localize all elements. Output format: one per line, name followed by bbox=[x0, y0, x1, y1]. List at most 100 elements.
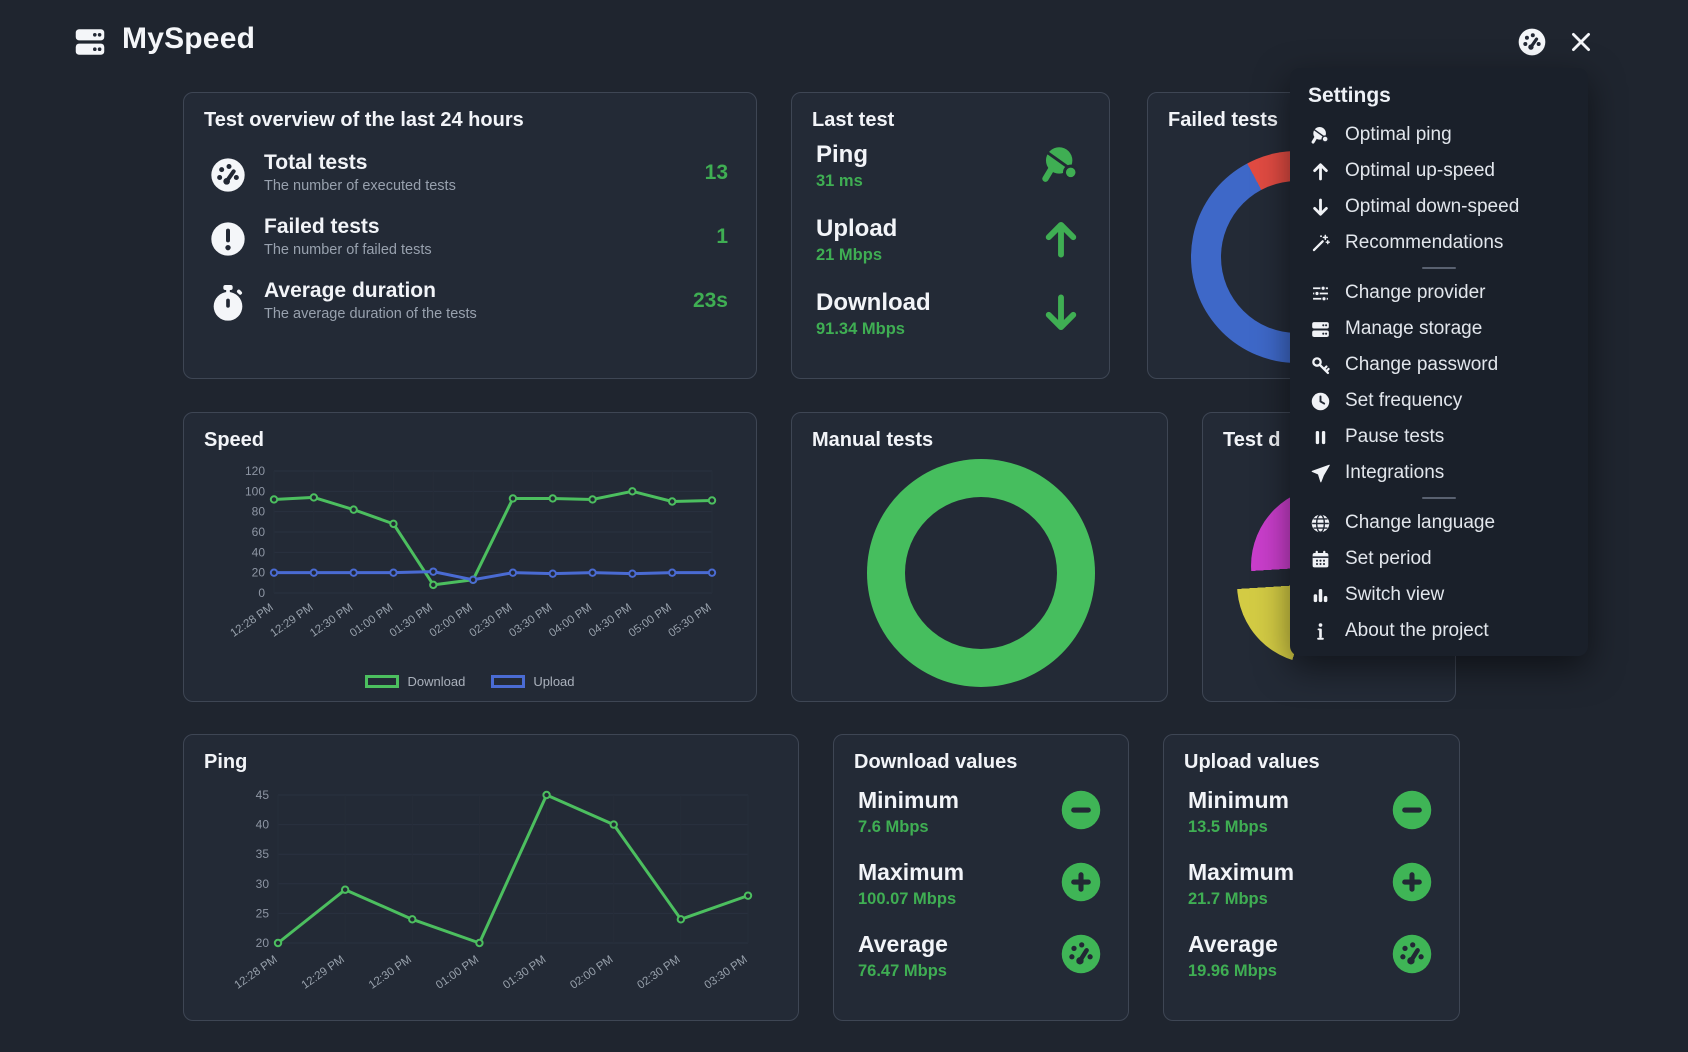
overview-sub: The number of executed tests bbox=[264, 178, 456, 194]
settings-menu: Settings Optimal ping Optimal up-speed Opt… bbox=[1290, 68, 1588, 656]
legend-swatch bbox=[365, 675, 400, 688]
card-title: Failed tests bbox=[1168, 109, 1279, 131]
menu-item-about-the-project[interactable]: About the project bbox=[1308, 613, 1570, 649]
value-text: 7.6 Mbps bbox=[858, 818, 929, 836]
menu-item-change-provider[interactable]: Change provider bbox=[1308, 275, 1570, 311]
svg-text:12:30 PM: 12:30 PM bbox=[367, 954, 414, 992]
svg-text:40: 40 bbox=[252, 545, 266, 559]
menu-item-set-frequency[interactable]: Set frequency bbox=[1308, 383, 1570, 419]
svg-text:02:30 PM: 02:30 PM bbox=[467, 602, 514, 640]
card-ping-chart: Ping 20 25 30 35 40 45 12:28 PM 12:29 PM 12:30 P… bbox=[183, 734, 799, 1021]
value-row: Average 76.47 Mbps bbox=[858, 931, 1104, 995]
legend-item[interactable]: Upload bbox=[491, 674, 575, 689]
menu-item-label: Optimal ping bbox=[1345, 124, 1452, 145]
app-title: MySpeed bbox=[122, 22, 256, 55]
value-row: Minimum 7.6 Mbps bbox=[858, 787, 1104, 851]
svg-text:12:29 PM: 12:29 PM bbox=[268, 602, 315, 640]
value-row: Ping 31 ms bbox=[816, 141, 1085, 205]
card-title: Speed bbox=[204, 429, 265, 451]
menu-item-label: Set period bbox=[1345, 548, 1432, 569]
overview-label: Total tests bbox=[264, 151, 368, 174]
menu-divider bbox=[1422, 497, 1456, 499]
legend-label: Download bbox=[407, 674, 466, 689]
menu-item-recommendations[interactable]: Recommendations bbox=[1308, 225, 1570, 261]
menu-item-optimal-up-speed[interactable]: Optimal up-speed bbox=[1308, 153, 1570, 189]
close-icon[interactable] bbox=[1568, 29, 1594, 55]
table-tennis-icon bbox=[1310, 125, 1331, 146]
plus-circle-icon bbox=[1060, 861, 1102, 903]
value-row: Download 91.34 Mbps bbox=[816, 289, 1085, 353]
svg-text:01:30 PM: 01:30 PM bbox=[501, 954, 548, 992]
minus-circle-icon bbox=[1391, 789, 1433, 831]
value-text: 31 ms bbox=[816, 172, 863, 190]
value-label: Ping bbox=[816, 141, 868, 168]
menu-item-label: Change provider bbox=[1345, 282, 1486, 303]
minus-circle-icon bbox=[1060, 789, 1102, 831]
info-icon bbox=[1310, 621, 1331, 642]
arrow-down-icon bbox=[1039, 291, 1083, 335]
arrow-up-icon bbox=[1310, 161, 1331, 182]
menu-item-change-language[interactable]: Change language bbox=[1308, 505, 1570, 541]
table-tennis-icon bbox=[1039, 143, 1083, 187]
svg-text:04:30 PM: 04:30 PM bbox=[587, 602, 634, 640]
value-label: Download bbox=[816, 289, 931, 316]
legend-label: Upload bbox=[533, 674, 575, 689]
gauge-circle-icon bbox=[1060, 933, 1102, 975]
menu-item-set-period[interactable]: Set period bbox=[1308, 541, 1570, 577]
menu-item-manage-storage[interactable]: Manage storage bbox=[1308, 311, 1570, 347]
svg-text:12:28 PM: 12:28 PM bbox=[229, 602, 276, 640]
svg-text:40: 40 bbox=[256, 818, 270, 832]
menu-item-optimal-down-speed[interactable]: Optimal down-speed bbox=[1308, 189, 1570, 225]
svg-text:12:29 PM: 12:29 PM bbox=[300, 954, 347, 992]
menu-item-label: Set frequency bbox=[1345, 390, 1463, 411]
overview-sub: The number of failed tests bbox=[264, 242, 432, 258]
menu-item-label: Pause tests bbox=[1345, 426, 1445, 447]
menu-item-label: Optimal down-speed bbox=[1345, 196, 1520, 217]
menu-item-optimal-ping[interactable]: Optimal ping bbox=[1308, 117, 1570, 153]
value-text: 100.07 Mbps bbox=[858, 890, 957, 908]
svg-text:03:30 PM: 03:30 PM bbox=[703, 954, 750, 992]
card-title: Test overview of the last 24 hours bbox=[204, 109, 524, 131]
svg-text:01:00 PM: 01:00 PM bbox=[434, 954, 481, 992]
chart-legend: Download Upload bbox=[184, 674, 756, 689]
value-row: Average 19.96 Mbps bbox=[1188, 931, 1435, 995]
value-text: 76.47 Mbps bbox=[858, 962, 947, 980]
server-icon bbox=[72, 24, 108, 60]
card-download-values: Download values Minimum 7.6 Mbps Maximum 10… bbox=[833, 734, 1129, 1021]
card-title: Download values bbox=[854, 751, 1018, 773]
svg-text:12:30 PM: 12:30 PM bbox=[308, 602, 355, 640]
menu-item-pause-tests[interactable]: Pause tests bbox=[1308, 419, 1570, 455]
menu-item-label: Optimal up-speed bbox=[1345, 160, 1495, 181]
svg-text:120: 120 bbox=[245, 464, 265, 478]
value-row: Maximum 21.7 Mbps bbox=[1188, 859, 1435, 923]
exclamation-icon bbox=[208, 219, 248, 259]
svg-text:35: 35 bbox=[256, 847, 270, 861]
plus-circle-icon bbox=[1391, 861, 1433, 903]
gauge-icon[interactable] bbox=[1516, 26, 1548, 58]
value-label: Maximum bbox=[858, 859, 965, 885]
svg-text:02:00 PM: 02:00 PM bbox=[568, 954, 615, 992]
bar-chart-icon bbox=[1310, 585, 1331, 606]
card-test-overview: Test overview of the last 24 hours Total… bbox=[183, 92, 757, 379]
menu-item-change-password[interactable]: Change password bbox=[1308, 347, 1570, 383]
svg-text:30: 30 bbox=[256, 877, 270, 891]
value-text: 91.34 Mbps bbox=[816, 320, 905, 338]
legend-item[interactable]: Download bbox=[365, 674, 465, 689]
gauge-circle-icon bbox=[1391, 933, 1433, 975]
svg-text:04:00 PM: 04:00 PM bbox=[547, 602, 594, 640]
menu-item-label: Integrations bbox=[1345, 462, 1445, 483]
gauge-icon bbox=[208, 155, 248, 195]
ping-line-chart: 20 25 30 35 40 45 12:28 PM 12:29 PM 12:30 PM 01:0… bbox=[233, 788, 753, 992]
value-row: Maximum 100.07 Mbps bbox=[858, 859, 1104, 923]
value-row: Minimum 13.5 Mbps bbox=[1188, 787, 1435, 851]
svg-text:60: 60 bbox=[252, 525, 266, 539]
value-label: Minimum bbox=[1188, 787, 1289, 813]
menu-item-switch-view[interactable]: Switch view bbox=[1308, 577, 1570, 613]
pause-icon bbox=[1310, 427, 1331, 448]
send-icon bbox=[1310, 463, 1331, 484]
card-title: Upload values bbox=[1184, 751, 1320, 773]
card-upload-values: Upload values Minimum 13.5 Mbps Maximum 21.… bbox=[1163, 734, 1460, 1021]
svg-text:100: 100 bbox=[245, 484, 265, 498]
menu-item-integrations[interactable]: Integrations bbox=[1308, 455, 1570, 491]
